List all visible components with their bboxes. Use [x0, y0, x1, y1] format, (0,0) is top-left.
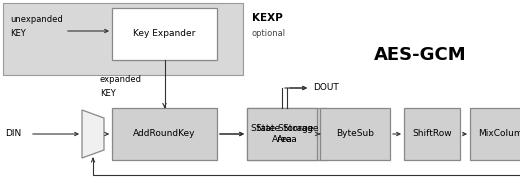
- Text: KEXP: KEXP: [252, 13, 283, 23]
- Text: State Storage
Area: State Storage Area: [251, 124, 313, 144]
- Bar: [247, 108, 327, 160]
- Bar: [247, 108, 317, 160]
- Text: KEY: KEY: [100, 89, 116, 97]
- Bar: [112, 108, 217, 160]
- Text: KEY: KEY: [10, 30, 26, 39]
- Text: ByteSub: ByteSub: [336, 129, 374, 139]
- Text: AES-GCM: AES-GCM: [374, 46, 466, 64]
- Text: ShiftRow: ShiftRow: [412, 129, 452, 139]
- Text: DOUT: DOUT: [313, 83, 339, 92]
- Bar: [404, 108, 460, 160]
- Bar: [112, 8, 217, 60]
- Bar: [470, 108, 520, 160]
- Text: AddRoundKey: AddRoundKey: [133, 129, 196, 139]
- Text: expanded: expanded: [100, 76, 142, 84]
- Text: MixColumn: MixColumn: [478, 129, 520, 139]
- Text: Key Expander: Key Expander: [133, 30, 196, 39]
- Polygon shape: [82, 110, 104, 158]
- Bar: [320, 108, 390, 160]
- Text: unexpanded: unexpanded: [10, 15, 63, 25]
- Text: DIN: DIN: [5, 129, 21, 139]
- Text: optional: optional: [252, 30, 286, 39]
- Bar: [3, 3, 243, 75]
- Text: State Storage
Area: State Storage Area: [256, 124, 318, 144]
